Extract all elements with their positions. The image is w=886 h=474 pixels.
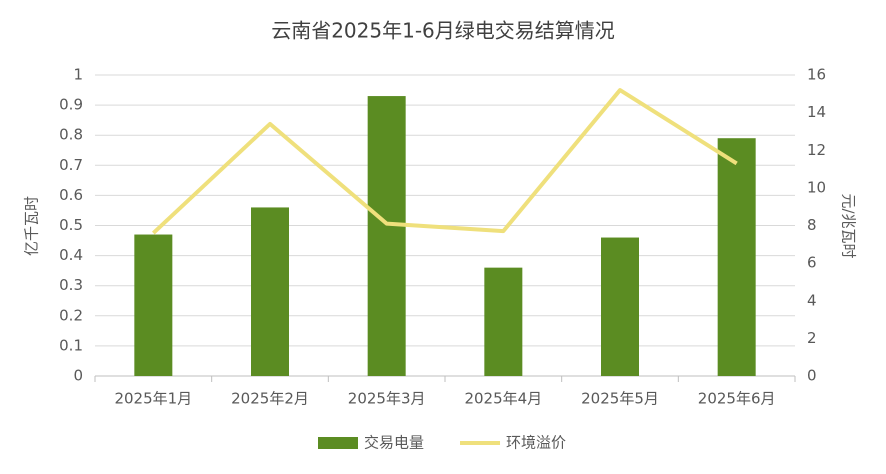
- legend-label: 交易电量: [364, 434, 424, 452]
- y2-tick-label: 8: [807, 216, 817, 234]
- x-tick-label: 2025年2月: [231, 390, 309, 408]
- bar: [251, 207, 289, 376]
- y-tick-label: 0.1: [59, 336, 83, 354]
- y2-tick-label: 12: [807, 141, 826, 159]
- y-tick-label: 0.5: [59, 216, 83, 234]
- y-tick-label: 0.4: [59, 246, 83, 264]
- y-axis-label: 亿千瓦时: [23, 196, 41, 256]
- y-tick-label: 0: [73, 367, 83, 385]
- y-tick-label: 0.8: [59, 126, 83, 144]
- legend-label: 环境溢价: [506, 434, 566, 452]
- y2-tick-label: 0: [807, 367, 817, 385]
- y-tick-label: 1: [73, 66, 83, 84]
- line: [151, 88, 738, 235]
- x-tick-label: 2025年1月: [114, 390, 192, 408]
- y2-tick-label: 10: [807, 178, 826, 196]
- bar: [484, 267, 523, 376]
- bar: [717, 138, 756, 376]
- bar: [134, 234, 173, 376]
- y2-axis-label: 元/兆瓦时: [840, 193, 858, 258]
- legend-swatch: [318, 437, 358, 449]
- y-tick-label: 0.7: [59, 156, 83, 174]
- x-tick-label: 2025年5月: [581, 390, 659, 408]
- y-tick-label: 0.3: [59, 276, 83, 294]
- y2-tick-label: 16: [807, 66, 826, 84]
- x-tick-label: 2025年4月: [464, 390, 542, 408]
- y2-tick-label: 14: [807, 103, 826, 121]
- y2-tick-label: 4: [807, 291, 817, 309]
- y2-tick-label: 2: [807, 329, 817, 347]
- y2-tick-label: 6: [807, 254, 817, 272]
- chart-title: 云南省2025年1-6月绿电交易结算情况: [271, 19, 615, 43]
- bar: [601, 237, 639, 376]
- x-tick-label: 2025年3月: [348, 390, 426, 408]
- y-tick-label: 0.6: [59, 186, 83, 204]
- y-tick-label: 0.2: [59, 306, 83, 324]
- bar: [367, 96, 406, 376]
- y-tick-label: 0.9: [59, 96, 83, 114]
- x-tick-label: 2025年6月: [698, 390, 776, 408]
